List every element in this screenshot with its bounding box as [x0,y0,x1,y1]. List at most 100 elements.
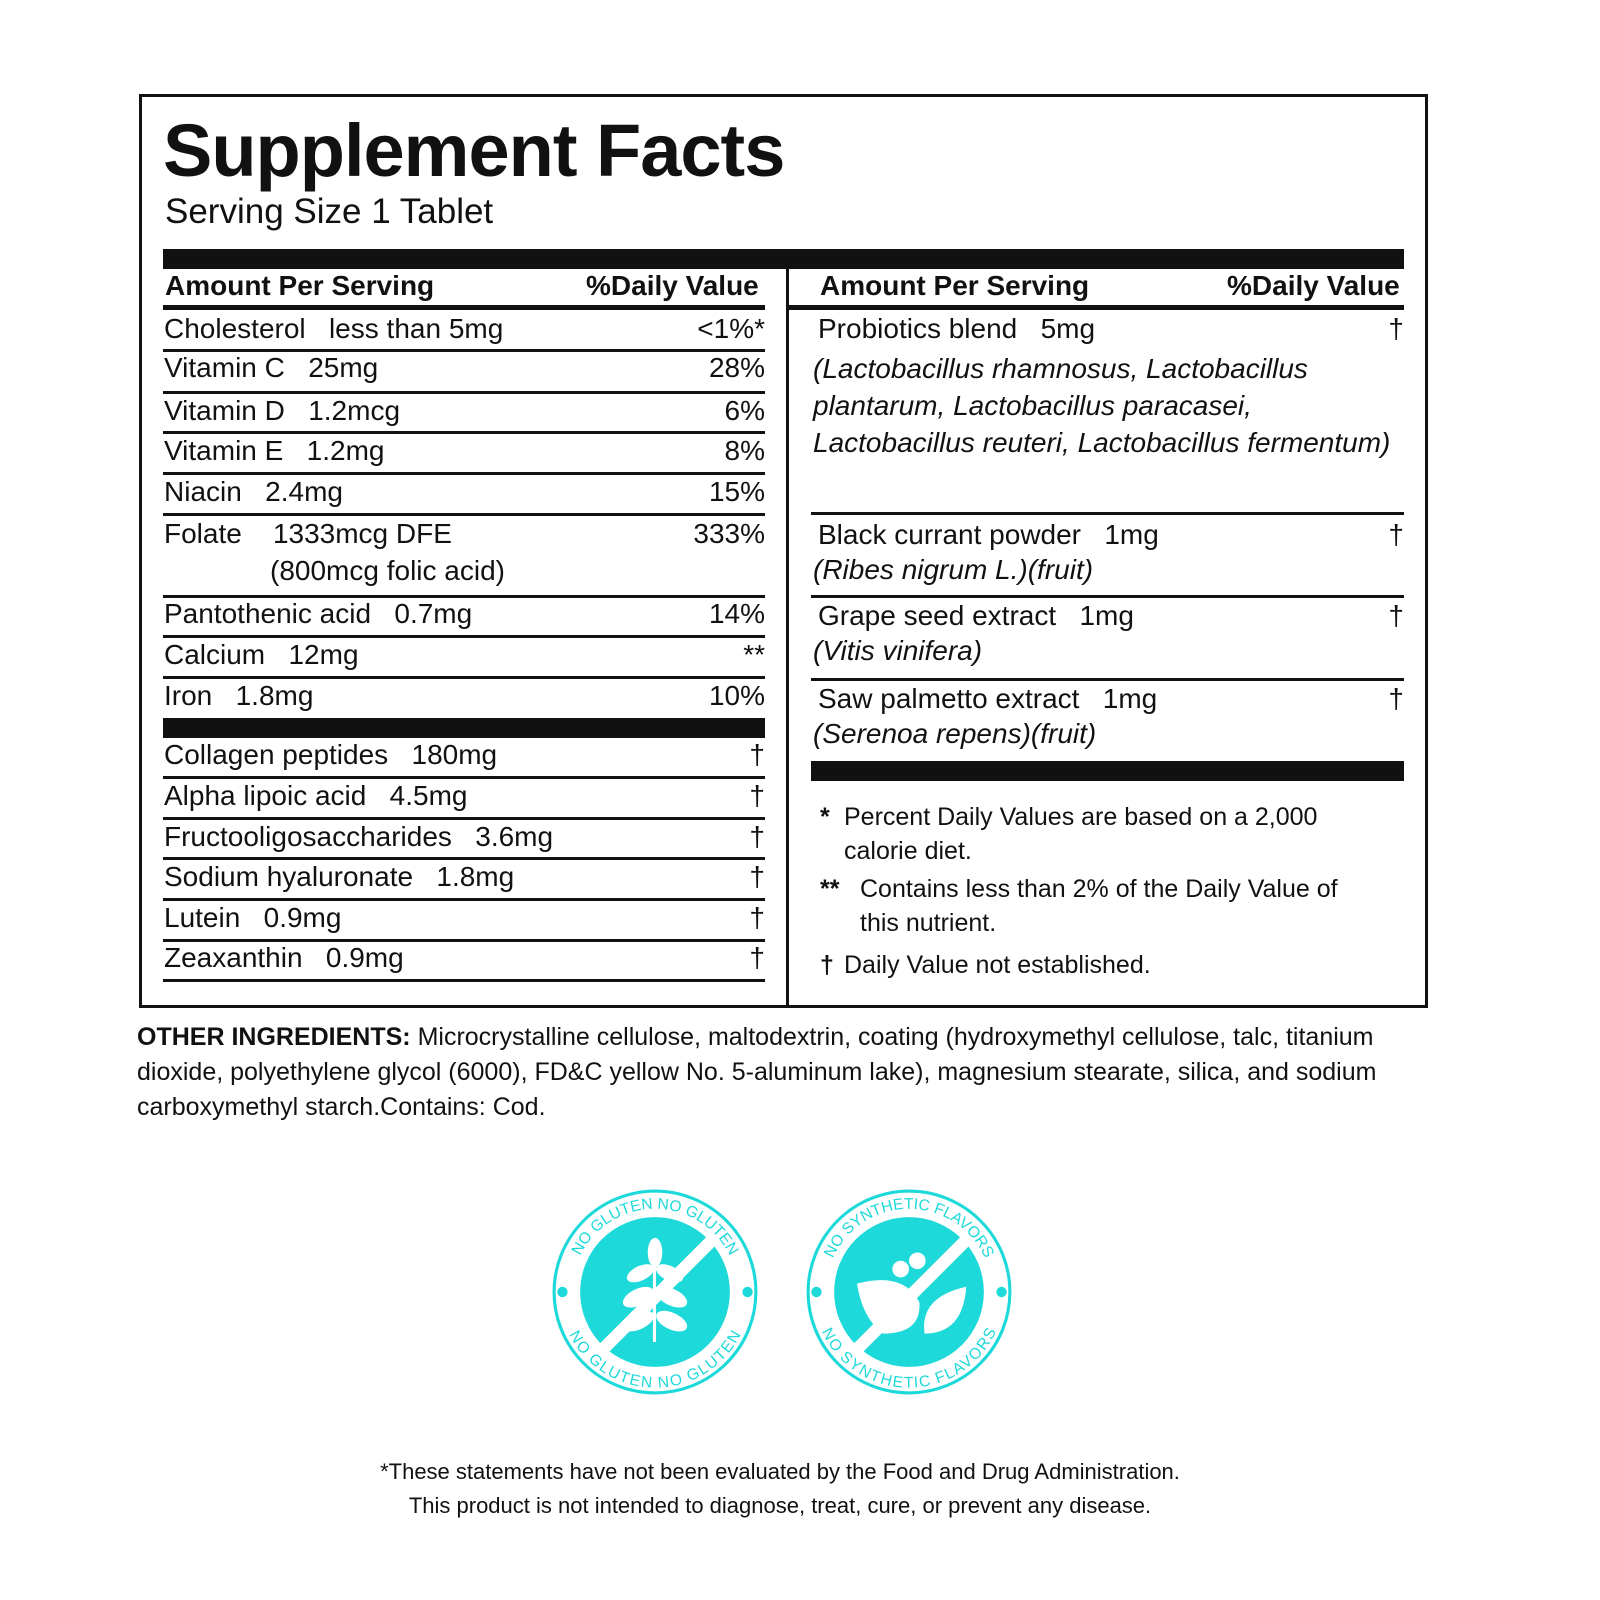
footnote-text: Daily Value not established. [844,951,1151,979]
nutrient-dv: 6% [724,395,765,426]
nutrient-name: Calcium 12mg [164,639,359,670]
nutrient-dv: † [749,739,765,770]
nutrient-dv: † [1388,313,1404,344]
nutrient-dv: <1%* [697,313,765,344]
nutrient-dv: 28% [708,352,765,383]
serving-size: Serving Size 1 Tablet [165,192,494,231]
nutrient-name: Sodium hyaluronate 1.8mg [164,861,515,892]
nutrient-row: Niacin 2.4mg 15% [164,476,765,508]
other-ingredients-text: Microcrystalline cellulose, maltodextrin… [137,1023,1377,1121]
panel-title: Supplement Facts [163,109,785,192]
nutrient-dv: 15% [708,476,765,507]
divider-bar [163,249,1404,269]
nutrient-sub: (Serenoa repens)(fruit) [813,718,1097,749]
column-divider [786,269,789,1006]
nutrient-name: Folate 1333mcg DFE [164,518,452,549]
row-rule [163,513,765,516]
badge-no-synthetic-flavors: NO SYNTHETIC FLAVORS NO SYNTHETIC FLAVOR… [806,1189,1012,1395]
footnote: ** Contains less than 2% of the Daily Val… [820,872,1380,940]
row-rule [811,678,1404,681]
nutrient-row: Alpha lipoic acid 4.5mg † [164,780,765,812]
nutrient-name: Collagen peptides 180mg [164,739,498,770]
nutrient-dv: † [749,942,765,973]
row-rule [163,391,765,394]
footnote-mark: † [820,951,834,979]
header-rule-right [789,305,1404,310]
nutrient-name: Vitamin D 1.2mcg [164,395,401,426]
nutrient-dv: ** [743,639,765,670]
row-rule [163,431,765,434]
nutrient-row: Lutein 0.9mg † [164,902,765,934]
nutrient-row: Pantothenic acid 0.7mg 14% [164,598,765,630]
badge-no-gluten: NO GLUTEN NO GLUTEN NO GLUTEN NO GLUTEN [552,1189,758,1395]
row-rule [163,595,765,598]
nutrient-row: Vitamin E 1.2mg 8% [164,435,765,467]
section-bar-left [163,718,765,738]
nutrient-dv: 8% [724,435,765,466]
nutrient-row: Collagen peptides 180mg † [164,739,765,771]
nutrient-dv: † [1388,519,1404,550]
footnote-text: Contains less than 2% of the Daily Value… [860,875,1338,937]
nutrient-sub: (Ribes nigrum L.)(fruit) [813,554,1094,585]
nutrient-row: Vitamin C 25mg 28% [164,352,765,384]
nutrient-row: Vitamin D 1.2mcg 6% [164,395,765,427]
nutrient-name: Zeaxanthin 0.9mg [164,942,404,973]
row-rule [163,857,765,860]
row-rule [163,676,765,679]
leaf-icon [857,1252,967,1334]
nutrient-name: Niacin 2.4mg [164,476,343,507]
row-rule [811,512,1404,515]
right-header-dv: %Daily Value [1227,270,1400,301]
row-rule [163,635,765,638]
nutrient-name: Saw palmetto extract 1mg [818,683,1158,714]
fda-disclaimer: *These statements have not been evaluate… [0,1455,1560,1523]
section-bar-right [811,761,1404,781]
nutrient-name: Grape seed extract 1mg [818,600,1134,631]
row-rule [163,472,765,475]
nutrient-row: Iron 1.8mg 10% [164,680,765,712]
left-header-dv: %Daily Value [586,270,759,301]
nutrient-dv: 333% [693,518,765,549]
nutrient-name: Lutein 0.9mg [164,902,342,933]
nutrient-name: Pantothenic acid 0.7mg [164,598,473,629]
row-rule [163,776,765,779]
nutrient-row: Saw palmetto extract 1mg † [818,683,1404,715]
header-rule-left [163,305,765,310]
nutrient-name: Cholesterol less than 5mg [164,313,504,344]
nutrient-dv: † [749,861,765,892]
nutrient-sub: (Vitis vinifera) [813,635,983,666]
row-rule [163,817,765,820]
nutrient-row: Cholesterol less than 5mg <1%* [164,313,765,345]
disclaimer-line: *These statements have not been evaluate… [380,1459,1180,1484]
nutrient-name: Probiotics blend 5mg [818,313,1096,344]
nutrient-dv: † [749,780,765,811]
nutrient-row: Zeaxanthin 0.9mg † [164,942,765,974]
footnote: * Percent Daily Values are based on a 2,0… [820,800,1380,868]
nutrient-name: Iron 1.8mg [164,680,314,711]
row-rule [163,349,765,352]
other-ingredients-label: OTHER INGREDIENTS: [137,1023,411,1051]
left-header-amount: Amount Per Serving [165,270,435,301]
nutrient-row: Sodium hyaluronate 1.8mg † [164,861,765,893]
row-rule [163,939,765,942]
footnote-mark: * [820,803,830,831]
nutrient-row: Grape seed extract 1mg † [818,600,1404,632]
nutrient-sub: (800mcg folic acid) [270,555,505,586]
nutrient-name: Alpha lipoic acid 4.5mg [164,780,468,811]
nutrient-row: Calcium 12mg ** [164,639,765,671]
nutrient-dv: † [749,902,765,933]
nutrient-row: Fructooligosaccharides 3.6mg † [164,821,765,853]
nutrient-dv: 10% [708,680,765,711]
nutrient-dv: † [749,821,765,852]
nutrient-name: Black currant powder 1mg [818,519,1159,550]
nutrient-row: Probiotics blend 5mg † [818,313,1404,345]
other-ingredients: OTHER INGREDIENTS: Microcrystalline cell… [137,1020,1397,1125]
nutrient-row: Black currant powder 1mg † [818,519,1404,551]
nutrient-dv: † [1388,600,1404,631]
nutrient-name: Vitamin C 25mg [164,352,379,383]
footnote-text: Percent Daily Values are based on a 2,00… [844,803,1318,865]
row-rule [811,595,1404,598]
footnote-mark: ** [820,875,840,903]
right-header-amount: Amount Per Serving [820,270,1090,301]
disclaimer-line: This product is not intended to diagnose… [408,1493,1152,1518]
